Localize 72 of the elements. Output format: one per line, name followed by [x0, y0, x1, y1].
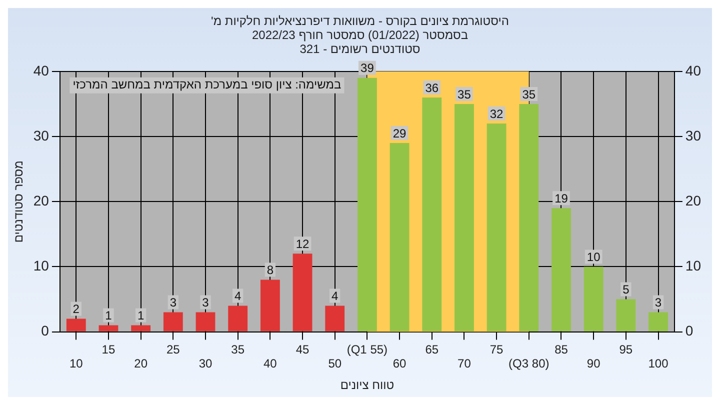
bar	[98, 325, 118, 332]
y-tick-label: 40	[33, 62, 50, 78]
bar	[131, 325, 151, 332]
x-tick-label: 50	[328, 356, 342, 371]
data-label: 19	[554, 191, 568, 206]
x-tick-label: (Q1 55)	[346, 342, 388, 356]
data-label: 12	[296, 236, 310, 251]
data-label: 8	[266, 263, 274, 278]
data-label: 10	[586, 250, 601, 264]
bar	[616, 299, 636, 332]
bar	[519, 104, 539, 332]
bar	[325, 306, 345, 332]
bar	[584, 266, 604, 332]
bar	[163, 312, 183, 332]
data-label: 5	[622, 282, 630, 297]
data-label: 2	[72, 302, 80, 316]
x-tick-label: 10	[69, 356, 84, 371]
x-tick-label: 40	[264, 356, 278, 371]
data-label: 1	[137, 308, 144, 323]
x-tick-label: 95	[619, 342, 633, 356]
bar	[390, 143, 410, 332]
data-label: 35	[458, 87, 472, 102]
x-tick-label: 20	[134, 356, 148, 371]
x-tick-label: (Q3 80)	[508, 356, 550, 371]
bar	[66, 318, 86, 332]
chart-subtitle: בסמסטר (01/2022) סמסטר חורף 2022/23 סטודנטים רשומים - 321	[250, 28, 470, 56]
annotation: במשימה: ציון סופי במערכת האקדמית במחשב המרכזי	[72, 78, 342, 92]
x-tick-label: 65	[425, 342, 439, 356]
y-tick-label: 0	[41, 322, 50, 339]
bar	[552, 208, 571, 332]
bar	[228, 306, 248, 332]
data-label: 4	[332, 289, 339, 304]
data-label: 39	[360, 61, 374, 76]
data-label: 3	[202, 296, 210, 310]
y2-tick-label: 20	[685, 192, 702, 208]
data-label: 36	[425, 80, 439, 95]
bar	[358, 78, 377, 332]
chart-title: היסטוגרמת ציונים בקורס - משוואות דיפרנציאליות חלקיות מ'	[210, 14, 510, 28]
y2-tick-label: 40	[685, 62, 702, 78]
bar	[292, 254, 312, 332]
x-tick-label: 90	[586, 356, 601, 371]
bar	[422, 97, 442, 332]
data-label: 1	[105, 308, 112, 323]
data-label: 29	[392, 126, 407, 140]
x-tick-label: 100	[648, 356, 669, 371]
data-label: 32	[490, 106, 504, 121]
data-label: 4	[234, 289, 242, 304]
x-tick-label: 45	[296, 342, 310, 356]
y-tick-label: 30	[33, 127, 50, 144]
x-tick-label: 85	[554, 342, 568, 356]
data-label: 3	[170, 296, 177, 310]
x-tick-label: 25	[166, 342, 180, 356]
x-axis-title: טווח ציונים	[340, 378, 394, 392]
data-label: 35	[522, 87, 536, 102]
bar	[648, 312, 668, 332]
x-tick-label: 75	[490, 342, 504, 356]
bar	[196, 312, 216, 332]
bar	[454, 104, 474, 332]
y2-tick-label: 0	[685, 322, 694, 339]
x-tick-label: 60	[392, 356, 407, 371]
bar	[260, 280, 280, 332]
y2-tick-label: 10	[685, 258, 702, 274]
x-tick-label: 30	[198, 356, 212, 371]
y-axis-title: מספר סטודנטים	[12, 160, 26, 243]
bar	[486, 123, 506, 332]
x-tick-label: 70	[458, 356, 472, 371]
data-label: 3	[654, 296, 662, 310]
x-tick-label: 15	[102, 342, 116, 356]
x-tick-label: 35	[231, 342, 245, 356]
y2-tick-label: 30	[685, 127, 702, 144]
y-tick-label: 10	[33, 258, 50, 274]
y-tick-label: 20	[33, 192, 50, 208]
